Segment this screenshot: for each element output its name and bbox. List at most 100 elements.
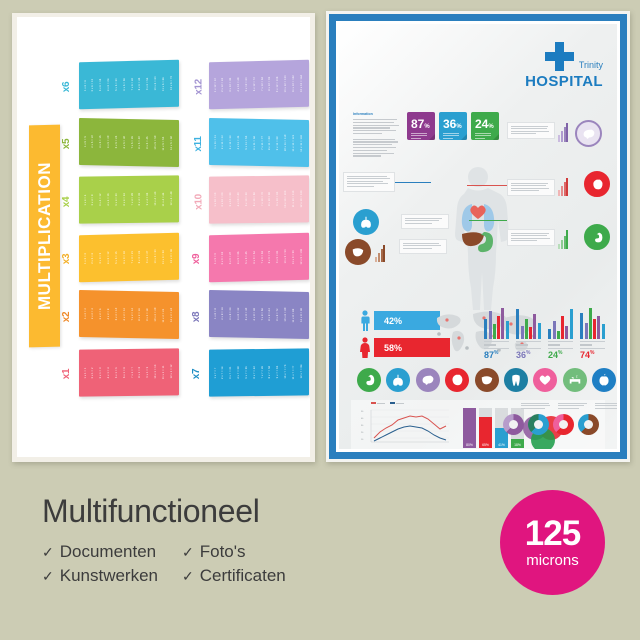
bar-chart-percent-value: 24: [548, 350, 559, 361]
banner-title: Multifunctioneel: [42, 493, 260, 529]
kidney-icon[interactable]: [445, 368, 470, 392]
stat-badges: 87% 36% 24%: [407, 112, 499, 140]
placeholder-line: [353, 152, 395, 154]
multiplication-equation: 7 x 9 = 63: [260, 250, 264, 264]
multiplication-table-row[interactable]: x3 1 x 3 = 3 2 x 3 = 6 3 x 3 = 9 4 x 3 = 12 5…: [61, 232, 179, 285]
multiplication-equation: 3 x 4 = 12: [99, 193, 103, 207]
multiplication-equation: 4 x 10 = 40: [237, 192, 241, 207]
apple-icon[interactable]: [592, 368, 617, 392]
donut-chart[interactable]: [503, 414, 524, 435]
multiplication-equation: 7 x 8 = 56: [260, 308, 264, 322]
organ-icon-row: z: [357, 368, 617, 392]
stat-bar-chart[interactable]: 24%: [548, 306, 573, 360]
donut-chart[interactable]: [578, 414, 599, 435]
multiplication-table-row[interactable]: x8 1 x 8 = 8 2 x 8 = 16 3 x 8 = 24 4 x 8 = 3…: [191, 290, 309, 342]
lungs-circle-icon: [353, 209, 379, 235]
multiplication-equation: 11 x 4 = 44: [161, 192, 165, 207]
multiplication-equation: 3 x 11 = 33: [229, 134, 233, 149]
multiplication-equation: 4 x 4 = 16: [107, 193, 111, 207]
stomach-icon[interactable]: [357, 368, 381, 392]
multiplication-table-row[interactable]: x5 1 x 5 = 5 2 x 5 = 10 3 x 5 = 15 4 x 5 = 2…: [61, 117, 179, 170]
gender-row-male: 42%: [359, 310, 450, 331]
stat-badge[interactable]: 36%: [439, 112, 467, 140]
micron-unit: microns: [526, 552, 579, 569]
multiplication-table-card[interactable]: 1 x 12 = 12 2 x 12 = 24 3 x 12 = 36 4 x 12 …: [209, 59, 309, 110]
stat-bar-chart[interactable]: 74%: [580, 306, 605, 360]
multiplication-table-row[interactable]: x4 1 x 4 = 4 2 x 4 = 8 3 x 4 = 12 4 x 4 = 16…: [61, 175, 179, 227]
donut-chart[interactable]: [528, 414, 549, 435]
multiplication-equation: 5 x 9 = 45: [244, 251, 248, 264]
multiplication-table-row[interactable]: x12 1 x 12 = 12 2 x 12 = 24 3 x 12 = 36 4 x …: [191, 59, 309, 112]
gender-row-female: 58%: [359, 337, 450, 358]
multiplication-equation: 7 x 12 = 84: [260, 77, 264, 92]
vertical-bar-label: 65%: [482, 443, 489, 447]
multiplication-table-row[interactable]: x6 1 x 6 = 6 2 x 6 = 12 3 x 6 = 18 4 x 6 = 2…: [61, 59, 179, 112]
svg-text:z: z: [576, 374, 578, 378]
mini-chart-green: [558, 229, 569, 249]
multiplication-table-row[interactable]: x11 1 x 11 = 11 2 x 11 = 22 3 x 11 = 33 4 x …: [191, 117, 309, 170]
vertical-bar[interactable]: 65%: [479, 408, 492, 448]
male-icon: [361, 310, 370, 331]
liver-icon[interactable]: [474, 368, 499, 392]
multiplication-table-card[interactable]: 1 x 8 = 8 2 x 8 = 16 3 x 8 = 24 4 x 8 = 32 5…: [209, 290, 309, 340]
multiplication-equation: 1 x 10 = 10: [213, 193, 217, 208]
multiplication-table-card[interactable]: 1 x 7 = 7 2 x 7 = 14 3 x 7 = 21 4 x 7 = 28 5…: [209, 348, 309, 397]
vertical-bar[interactable]: 80%: [463, 408, 476, 448]
multiplication-equation: 4 x 3 = 12: [107, 251, 111, 265]
placeholder-line: [353, 132, 382, 135]
brain-icon[interactable]: [415, 368, 440, 392]
placeholder-line: [353, 130, 397, 132]
multiplication-table-card[interactable]: 1 x 4 = 4 2 x 4 = 8 3 x 4 = 12 4 x 4 = 16 5 …: [79, 175, 179, 224]
multiplication-table-card[interactable]: 1 x 11 = 11 2 x 11 = 22 3 x 11 = 33 4 x 11 …: [209, 117, 309, 167]
stat-badge[interactable]: 87%: [407, 112, 435, 140]
multiplication-table-row[interactable]: x7 1 x 7 = 7 2 x 7 = 14 3 x 7 = 21 4 x 7 = 2…: [191, 348, 309, 400]
stat-badge[interactable]: 24%: [471, 112, 499, 140]
multiplication-equation: 7 x 3 = 21: [130, 250, 134, 264]
multiplication-column-right: x12 1 x 12 = 12 2 x 12 = 24 3 x 12 = 36 4 x …: [191, 59, 309, 406]
stat-badge-number: 24: [475, 117, 489, 131]
bar-chart-percent: 74%: [580, 348, 605, 360]
lungs-icon[interactable]: [386, 368, 411, 392]
multiplication-equation: 4 x 5 = 20: [107, 135, 111, 148]
multiplication-table-label: x10: [193, 193, 205, 210]
multiplication-equation: 12 x 3 = 36: [169, 249, 173, 264]
vertical-bar-label: 41%: [498, 443, 505, 447]
multiplication-equation: 12 x 6 = 72: [169, 76, 173, 91]
multiplication-equation: 4 x 6 = 24: [107, 78, 111, 92]
multiplication-equation: 4 x 9 = 36: [237, 251, 241, 265]
multiplication-poster[interactable]: MULTIPLICATION x6 1 x 6 = 6 2 x 6 = 12 3 x …: [12, 13, 315, 462]
donut-chart[interactable]: [553, 414, 574, 435]
bottom-text-columns: [521, 403, 617, 410]
multiplication-column-left: x6 1 x 6 = 6 2 x 6 = 12 3 x 6 = 18 4 x 6 = 2…: [61, 59, 179, 406]
multiplication-equation: 1 x 7 = 7: [213, 367, 217, 379]
stat-badge-number: 36: [443, 117, 457, 131]
feature-column-2: ✓ Foto's ✓ Certificaten: [182, 542, 286, 586]
stat-badge-percent: %: [488, 124, 494, 130]
multiplication-table-card[interactable]: 1 x 9 = 9 2 x 9 = 18 3 x 9 = 27 4 x 9 = 36 5…: [209, 232, 309, 283]
multiplication-equation: 5 x 10 = 50: [244, 192, 248, 207]
heart-icon[interactable]: [533, 368, 558, 392]
multiplication-equation: 2 x 9 = 18: [221, 251, 225, 265]
tooth-icon[interactable]: [503, 368, 528, 392]
multiplication-equation: 10 x 12 = 120: [284, 75, 287, 93]
stat-bar-chart[interactable]: 36%: [516, 306, 541, 360]
stat-bar-chart[interactable]: 87%: [484, 306, 509, 360]
multiplication-table-grid: x6 1 x 6 = 6 2 x 6 = 12 3 x 6 = 18 4 x 6 = 2…: [61, 59, 310, 406]
multiplication-table-label: x11: [193, 136, 205, 152]
multiplication-table-row[interactable]: x10 1 x 10 = 10 2 x 10 = 20 3 x 10 = 30 4 x …: [191, 175, 309, 227]
bed-icon[interactable]: z: [562, 368, 587, 392]
multiplication-table-card[interactable]: 1 x 10 = 10 2 x 10 = 20 3 x 10 = 30 4 x 10 …: [209, 175, 309, 224]
multiplication-table-row[interactable]: x9 1 x 9 = 9 2 x 9 = 18 3 x 9 = 27 4 x 9 = 3…: [191, 232, 309, 285]
multiplication-table-card[interactable]: 1 x 6 = 6 2 x 6 = 12 3 x 6 = 18 4 x 6 = 24 5…: [79, 59, 179, 110]
multiplication-table-card[interactable]: 1 x 5 = 5 2 x 5 = 10 3 x 5 = 15 4 x 5 = 20 5…: [79, 117, 179, 167]
multiplication-table-card[interactable]: 1 x 3 = 3 2 x 3 = 6 3 x 3 = 9 4 x 3 = 12 5 x…: [79, 232, 179, 283]
callout-mid-left: [401, 214, 449, 229]
multiplication-equation: 5 x 4 = 20: [114, 193, 118, 207]
hospital-poster[interactable]: Trinity HOSPITAL Information 87% 36% 24%: [326, 11, 630, 462]
multiplication-equation: 2 x 4 = 8: [91, 194, 95, 206]
multiplication-equation: 5 x 5 = 25: [114, 135, 118, 149]
